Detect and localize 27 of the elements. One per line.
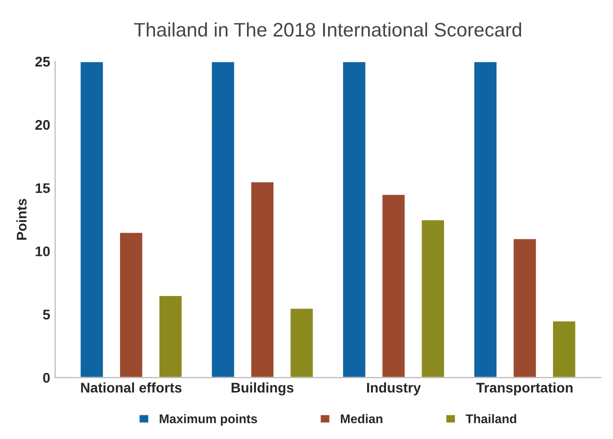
bar [512,238,538,378]
legend-label: Thailand [466,414,516,424]
chart-title: Thailand in The 2018 International Scorecard [134,22,522,37]
y-tick-label: 10 [36,246,50,256]
bar [118,231,144,378]
bar [250,180,275,378]
x-tick-label: Industry [367,382,421,396]
bar [158,294,184,378]
y-tick-label: 15 [36,183,50,194]
bar [552,320,577,378]
legend-label: Maximum points [160,414,258,426]
y-axis-title: Points [16,198,27,240]
bar [210,61,236,378]
x-tick-label: Buildings [232,382,294,396]
bar [381,194,406,378]
y-tick-label: 0 [43,372,50,383]
y-tick-label: 20 [35,120,50,130]
bar [289,307,314,378]
bar [79,61,104,378]
bar [420,218,446,378]
legend-label: Median [340,414,382,424]
y-tick-label: 5 [43,310,50,320]
x-tick-label: Transportation [476,382,573,396]
bar [342,61,367,378]
x-tick-label: National efforts [81,382,182,393]
bar [472,61,498,378]
y-tick-label: 25 [35,56,50,67]
